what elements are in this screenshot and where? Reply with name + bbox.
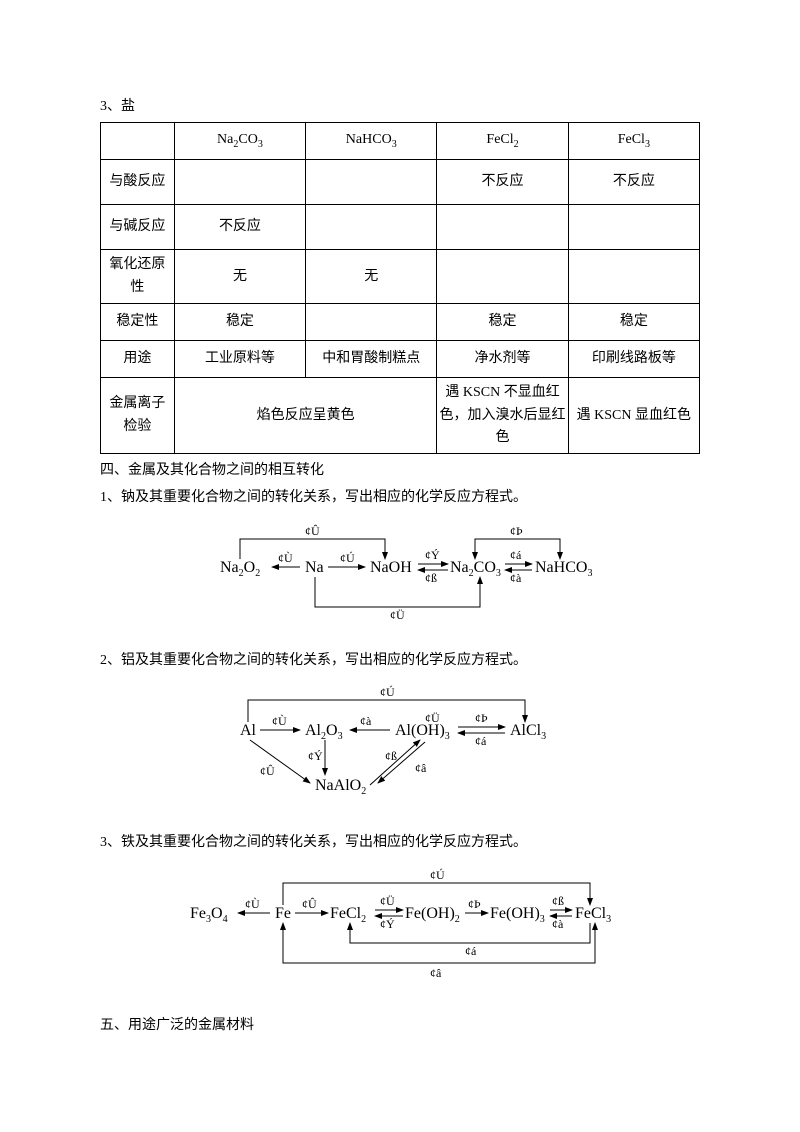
section4-title: 四、金属及其化合物之间的相互转化: [100, 460, 700, 482]
lab: ¢ß: [425, 571, 437, 585]
row-hdr: 氧化还原性: [101, 250, 175, 304]
fe-intro: 3、铁及其重要化合物之间的转化关系，写出相应的化学反应方程式。: [100, 832, 700, 854]
cell: 稳定: [437, 304, 568, 341]
lab: ¢Þ: [468, 897, 481, 911]
node-na2o2: Na2O2: [220, 559, 260, 579]
lab: ¢Ú: [430, 868, 445, 882]
cell: 稳定: [174, 304, 305, 341]
cell-kscn-yes: 遇 KSCN 显血红色: [568, 378, 699, 454]
lab: ¢ß: [552, 894, 564, 908]
section5-title: 五、用途广泛的金属材料: [100, 1015, 700, 1037]
row-hdr: 与碱反应: [101, 205, 175, 250]
node-naalo2: NaAlO2: [315, 777, 366, 797]
node-al: Al: [240, 722, 257, 739]
cell: 不反应: [437, 160, 568, 205]
fe-diagram: Fe3O4 Fe FeCl2 Fe(OH)2 Fe(OH)3 FeCl3 ¢Ù …: [100, 863, 700, 1001]
col-fecl2: FeCl2: [437, 123, 568, 160]
lab: ¢Þ: [510, 524, 523, 538]
lab: ¢â: [415, 761, 427, 775]
lab: ¢Ù: [272, 714, 287, 728]
node-na: Na: [305, 559, 324, 576]
node-fecl2: FeCl2: [330, 905, 366, 925]
node-nahco3: NaHCO3: [535, 559, 592, 579]
cell: [306, 205, 437, 250]
node-al2o3: Al2O3: [305, 722, 343, 742]
cell: 稳定: [568, 304, 699, 341]
cell: [568, 205, 699, 250]
row-hdr: 稳定性: [101, 304, 175, 341]
salts-table: Na2CO3 NaHCO3 FeCl2 FeCl3 与酸反应 不反应 不反应 与…: [100, 122, 700, 454]
lab: ¢à: [510, 571, 522, 585]
salts-heading: 3、盐: [100, 96, 700, 118]
lab: ¢Ù: [278, 551, 293, 565]
table-row: Na2CO3 NaHCO3 FeCl2 FeCl3: [101, 123, 700, 160]
node-fe: Fe: [275, 905, 291, 922]
cell: 不反应: [568, 160, 699, 205]
lab: ¢Ü: [425, 711, 440, 725]
cell: [437, 250, 568, 304]
row-hdr: 与酸反应: [101, 160, 175, 205]
cell: [174, 160, 305, 205]
table-row: 金属离子检验 焰色反应呈黄色 遇 KSCN 不显血红色，加入溴水后显红色 遇 K…: [101, 378, 700, 454]
table-row: 与碱反应 不反应: [101, 205, 700, 250]
cell-kscn-no: 遇 KSCN 不显血红色，加入溴水后显红色: [437, 378, 568, 454]
cell: 无: [306, 250, 437, 304]
lab: ¢Ý: [380, 917, 395, 931]
lab: ¢Ú: [340, 551, 355, 565]
lab: ¢Ü: [380, 894, 395, 908]
lab: ¢Û: [302, 897, 317, 911]
lab: ¢á: [465, 944, 477, 958]
lab: ¢ß: [385, 749, 397, 763]
cell: 净水剂等: [437, 341, 568, 378]
al-diagram: Al Al2O3 Al(OH)3 AlCl3 NaAlO2 ¢Ù ¢à ¢Þ ¢…: [100, 680, 700, 818]
table-row: 稳定性 稳定 稳定 稳定: [101, 304, 700, 341]
lab: ¢Ý: [425, 548, 440, 562]
col-nahco3: NaHCO3: [306, 123, 437, 160]
cell: [437, 205, 568, 250]
cell: [568, 250, 699, 304]
lab: ¢Þ: [475, 711, 488, 725]
row-hdr: 用途: [101, 341, 175, 378]
col-na2co3: Na2CO3: [174, 123, 305, 160]
lab: ¢Ú: [380, 685, 395, 699]
node-fe3o4: Fe3O4: [190, 905, 228, 925]
row-hdr: 金属离子检验: [101, 378, 175, 454]
node-alcl3: AlCl3: [510, 722, 546, 742]
col-fecl3: FeCl3: [568, 123, 699, 160]
lab: ¢Û: [305, 524, 320, 538]
lab: ¢à: [360, 714, 372, 728]
lab: ¢â: [430, 966, 442, 980]
table-row: 用途 工业原料等 中和胃酸制糕点 净水剂等 印刷线路板等: [101, 341, 700, 378]
lab: ¢á: [510, 548, 522, 562]
cell: [306, 160, 437, 205]
table-row: 氧化还原性 无 无: [101, 250, 700, 304]
node-feoh2: Fe(OH)2: [405, 905, 460, 925]
cell: 中和胃酸制糕点: [306, 341, 437, 378]
node-feoh3: Fe(OH)3: [490, 905, 545, 925]
lab: ¢à: [552, 917, 564, 931]
node-fecl3: FeCl3: [575, 905, 611, 925]
na-intro: 1、钠及其重要化合物之间的转化关系，写出相应的化学反应方程式。: [100, 487, 700, 509]
table-row: 与酸反应 不反应 不反应: [101, 160, 700, 205]
al-intro: 2、铝及其重要化合物之间的转化关系，写出相应的化学反应方程式。: [100, 650, 700, 672]
lab: ¢á: [475, 734, 487, 748]
cell-yellow: 焰色反应呈黄色: [174, 378, 437, 454]
node-na2co3: Na2CO3: [450, 559, 501, 579]
hdr-blank: [101, 123, 175, 160]
node-naoh: NaOH: [370, 559, 412, 576]
cell: 工业原料等: [174, 341, 305, 378]
lab: ¢Ù: [245, 897, 260, 911]
lab: ¢Ý: [308, 749, 323, 763]
cell: 无: [174, 250, 305, 304]
na-diagram: Na2O2 Na NaOH Na2CO3 NaHCO3 ¢Ù ¢Ú ¢Ý ¢ß …: [100, 517, 700, 635]
cell: 不反应: [174, 205, 305, 250]
cell: [306, 304, 437, 341]
lab: ¢Û: [260, 764, 275, 778]
lab: ¢Ü: [390, 608, 405, 622]
cell: 印刷线路板等: [568, 341, 699, 378]
node-aloh3: Al(OH)3: [395, 722, 450, 742]
